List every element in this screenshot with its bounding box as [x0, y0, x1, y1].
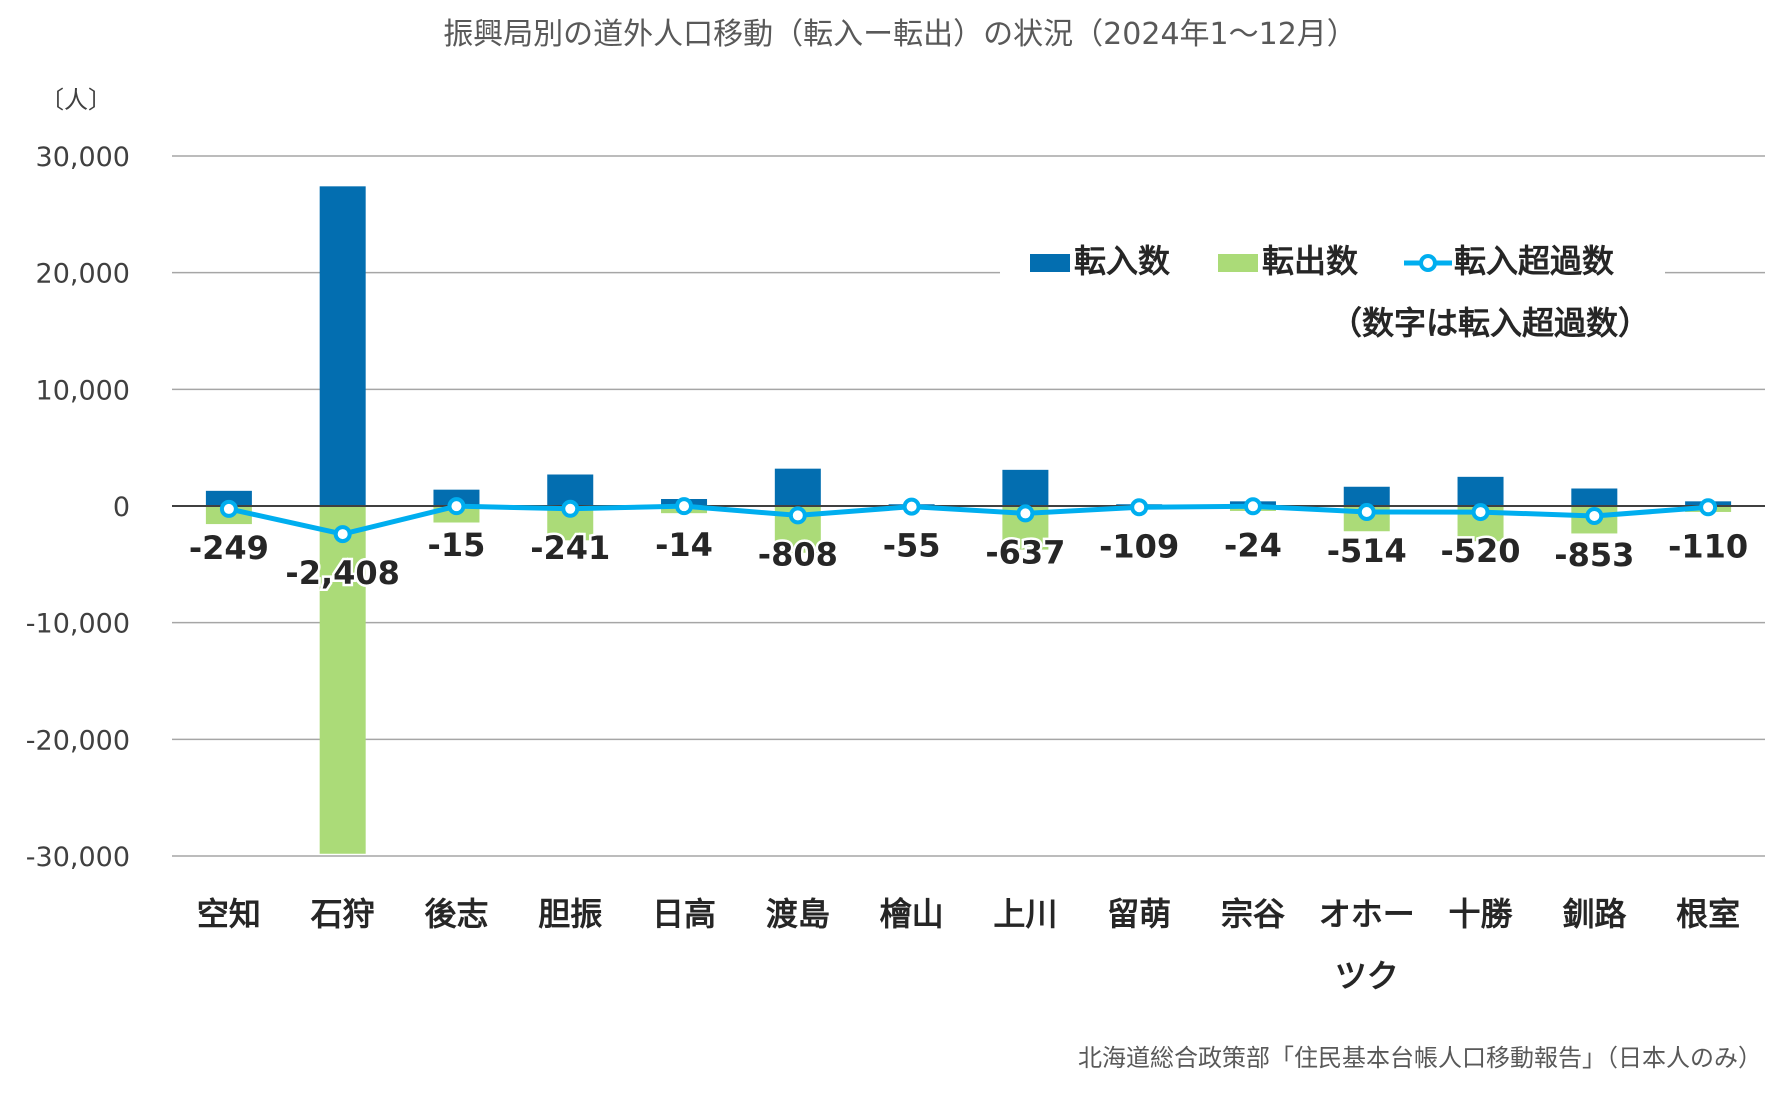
net-marker: [675, 497, 694, 516]
net-marker: [219, 499, 238, 518]
net-marker: [333, 525, 352, 544]
x-tick-label: 渡島: [766, 895, 830, 933]
y-tick-label: 30,000: [36, 142, 130, 173]
net-marker: [447, 497, 466, 516]
net-marker: [788, 506, 807, 525]
x-tick-label: ツク: [1335, 957, 1399, 995]
x-tick-label: オホー: [1319, 895, 1415, 933]
x-tick-label: 日高: [652, 895, 716, 933]
x-tick-label: 根室: [1676, 895, 1740, 933]
net-marker: [1471, 503, 1490, 522]
y-tick-label: 10,000: [36, 375, 130, 406]
data-label: -24: [1224, 526, 1282, 564]
data-label: -14: [655, 526, 713, 564]
legend-label-inflow: 転入数: [1074, 242, 1171, 280]
x-tick-label: 十勝: [1449, 895, 1514, 933]
x-tick-label: 檜山: [880, 895, 944, 933]
data-label: -55: [883, 527, 941, 565]
y-tick-label: 20,000: [36, 259, 130, 290]
net-marker: [1016, 504, 1035, 523]
legend-swatch-outflow: [1218, 254, 1258, 272]
legend-note: （数字は転入超過数）: [1330, 304, 1650, 342]
x-tick-label: 留萌: [1107, 895, 1171, 933]
x-tick-label: 空知: [197, 895, 261, 933]
bar-inflow: [1343, 486, 1390, 506]
bar-inflow: [205, 490, 252, 506]
net-marker: [1699, 498, 1718, 517]
bar-inflow: [319, 186, 366, 507]
x-tick-label: 釧路: [1562, 895, 1627, 933]
bar-inflow: [1457, 476, 1504, 506]
chart-title: 振興局別の道外人口移動（転入ー転出）の状況（2024年1〜12月）: [443, 17, 1357, 52]
net-marker: [561, 499, 580, 518]
legend-label-outflow: 転出数: [1262, 242, 1359, 280]
net-marker: [1243, 497, 1262, 516]
x-tick-label: 宗谷: [1221, 895, 1285, 933]
bar-outflow: [319, 506, 366, 854]
legend-swatch-inflow: [1030, 254, 1070, 272]
net-marker: [1357, 502, 1376, 521]
x-tick-label: 石狩: [310, 895, 375, 933]
net-marker: [902, 497, 921, 516]
net-marker: [1130, 498, 1149, 517]
y-axis-unit: 〔人〕: [40, 86, 112, 114]
bar-inflow: [1571, 488, 1618, 506]
data-label: -109: [1099, 527, 1179, 565]
source-note: 北海道総合政策部「住民基本台帳人口移動報告」（日本人のみ）: [1078, 1044, 1762, 1072]
data-label: -110: [1668, 527, 1748, 565]
x-tick-label: 後志: [424, 895, 488, 933]
bar-inflow: [774, 468, 821, 506]
x-tick-label: 胆振: [538, 895, 602, 933]
y-tick-label: -20,000: [26, 725, 130, 756]
data-label: -520: [1440, 532, 1520, 570]
data-label: -249: [189, 529, 269, 567]
data-label: -241: [530, 529, 610, 567]
data-label: -2,408: [285, 554, 400, 592]
net-line: [228, 503, 1709, 537]
bar-inflow: [1002, 469, 1049, 506]
net-marker: [1585, 506, 1604, 525]
data-label: -808: [758, 535, 838, 573]
data-label: -15: [428, 526, 486, 564]
data-label: -514: [1327, 532, 1407, 570]
x-tick-label: 上川: [993, 895, 1057, 933]
y-tick-label: -30,000: [26, 842, 130, 873]
legend: 転入数 転出数 転入超過数: [1000, 238, 1665, 288]
legend-marker-net: [1419, 254, 1437, 272]
legend-label-net: 転入超過数: [1454, 242, 1615, 280]
data-label: -853: [1554, 536, 1634, 574]
y-tick-label: -10,000: [26, 609, 130, 640]
data-label: -637: [985, 533, 1065, 571]
y-tick-label: 0: [113, 492, 130, 523]
